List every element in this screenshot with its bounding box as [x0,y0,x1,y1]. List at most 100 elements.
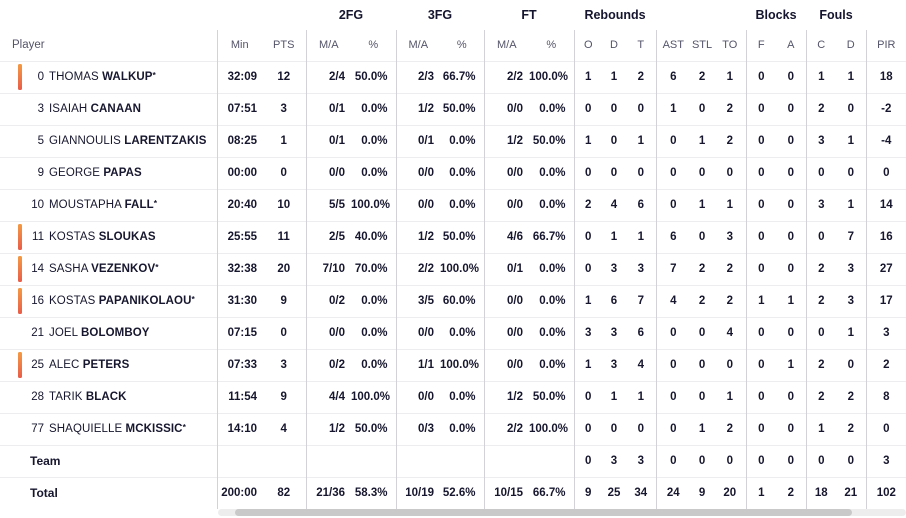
jersey-number: 9 [37,167,44,179]
cell-ft-pct: 100.0% [529,412,574,445]
cell-pir: 16 [865,220,906,253]
cell-ast: 6 [655,220,691,253]
cell-to: 1 [714,188,747,221]
player-name-cell[interactable]: 25 ALEC PETERS [0,348,217,381]
group-header-row: 2FG 3FG FT Rebounds Blocks Fouls [0,0,906,30]
cell-blk-a: 1 [776,284,807,317]
column-header-pir: PIR [865,30,906,61]
team-row-label: Team [0,444,217,477]
cell-reb-o: 0 [573,220,602,253]
cell-3fg-pct: 60.0% [440,284,484,317]
player-row: 77 SHAQUIELLE MCKISSIC* 14:10 4 1/2 50.0% 0/3 0… [0,412,906,445]
cell-ft-ma: 0/1 [483,252,529,285]
cell-reb-t: 2 [626,60,657,93]
column-header-ast: AST [655,30,691,61]
cell-min [216,444,262,477]
column-header-o: O [573,30,602,61]
cell-reb-d: 1 [602,380,626,413]
cell-2fg-ma: 0/0 [305,156,351,189]
cell-ft-ma: 1/2 [483,124,529,157]
cell-stl: 2 [690,60,715,93]
cell-to: 2 [714,412,747,445]
cell-pir: 3 [865,316,906,349]
column-header-player: Player [12,39,45,52]
cell-pts: 10 [262,188,306,221]
player-name: KOSTAS PAPANIKOLAOU* [49,294,195,307]
cell-ast: 24 [655,476,691,509]
cell-2fg-ma [305,444,351,477]
cell-foul-c: 2 [805,348,837,381]
player-name-cell[interactable]: 3 ISAIAH CANAAN [0,92,217,125]
player-name-cell[interactable]: 5 GIANNOULIS LARENTZAKIS [0,124,217,157]
cell-to: 1 [714,380,747,413]
player-name-cell[interactable]: 21 JOEL BOLOMBOY [0,316,217,349]
starter-asterisk: * [152,70,156,80]
cell-blk-a: 0 [776,412,807,445]
cell-2fg-pct: 0.0% [351,124,396,157]
cell-foul-d: 1 [836,60,867,93]
cell-2fg-ma: 1/2 [305,412,351,445]
cell-pir: 27 [865,252,906,285]
starter-asterisk: * [191,294,195,304]
cell-stl: 0 [690,220,715,253]
player-name-cell[interactable]: 16 KOSTAS PAPANIKOLAOU* [0,284,217,317]
cell-reb-d: 0 [602,412,626,445]
cell-min: 07:51 [216,92,262,125]
cell-ft-ma: 0/0 [483,156,529,189]
cell-foul-d: 2 [836,380,867,413]
column-header--: % [456,39,467,52]
cell-2fg-pct: 0.0% [351,316,396,349]
column-header-m-a: M/A [395,30,440,61]
cell-blk-a: 2 [776,476,807,509]
cell-3fg-pct [440,444,484,477]
player-name-cell[interactable]: 0 THOMAS WALKUP* [0,60,217,93]
cell-2fg-pct: 70.0% [351,252,396,285]
player-name-cell[interactable]: 10 MOUSTAPHA FALL* [0,188,217,221]
player-name-cell[interactable]: 28 TARIK BLACK [0,380,217,413]
cell-reb-o: 0 [573,252,602,285]
cell-3fg-pct: 0.0% [440,188,484,221]
player-name-cell[interactable]: 9 GEORGE PAPAS [0,156,217,189]
player-name-cell[interactable]: 77 SHAQUIELLE MCKISSIC* [0,412,217,445]
cell-ft-ma: 0/0 [483,284,529,317]
cell-3fg-pct: 0.0% [440,156,484,189]
cell-ast: 4 [655,284,691,317]
player-row: 3 ISAIAH CANAAN 07:51 3 0/1 0.0% 1/2 50.0% 0/0 0.… [0,92,906,125]
cell-reb-o: 9 [573,476,602,509]
cell-blk-a: 0 [776,220,807,253]
on-court-indicator [18,64,22,90]
player-row: 21 JOEL BOLOMBOY 07:15 0 0/0 0.0% 0/0 0.0% 0/0 0.… [0,316,906,349]
cell-3fg-ma: 1/2 [395,92,440,125]
group-header-3fg: 3FG [427,8,453,22]
cell-pir: -4 [865,124,906,157]
cell-stl: 0 [690,316,715,349]
cell-ft-pct: 100.0% [529,60,574,93]
cell-reb-d: 1 [602,220,626,253]
cell-stl: 0 [690,92,715,125]
starter-asterisk: * [153,198,158,208]
cell-2fg-pct: 58.3% [351,476,396,509]
jersey-number: 0 [37,71,44,83]
cell-reb-t: 0 [626,412,657,445]
horizontal-scrollbar[interactable] [218,509,906,516]
cell-blk-a: 0 [776,156,807,189]
scrollbar-thumb[interactable] [235,509,852,516]
player-name-cell[interactable]: 11 KOSTAS SLOUKAS [0,220,217,253]
cell-reb-d: 3 [602,444,626,477]
group-header-spacer [0,0,217,30]
cell-foul-d: 0 [836,348,867,381]
cell-2fg-pct: 0.0% [351,92,396,125]
player-name-cell[interactable]: 14 SASHA VEZENKOV* [0,252,217,285]
cell-foul-d: 7 [836,220,867,253]
cell-ft-ma: 0/0 [483,316,529,349]
cell-3fg-ma: 0/0 [395,188,440,221]
cell-to: 0 [714,444,747,477]
cell-2fg-ma: 2/5 [305,220,351,253]
cell-reb-d: 3 [602,316,626,349]
cell-reb-t: 1 [626,124,657,157]
cell-foul-d: 2 [836,412,867,445]
cell-blk-a: 0 [776,60,807,93]
cell-min: 00:00 [216,156,262,189]
cell-to: 0 [714,348,747,381]
